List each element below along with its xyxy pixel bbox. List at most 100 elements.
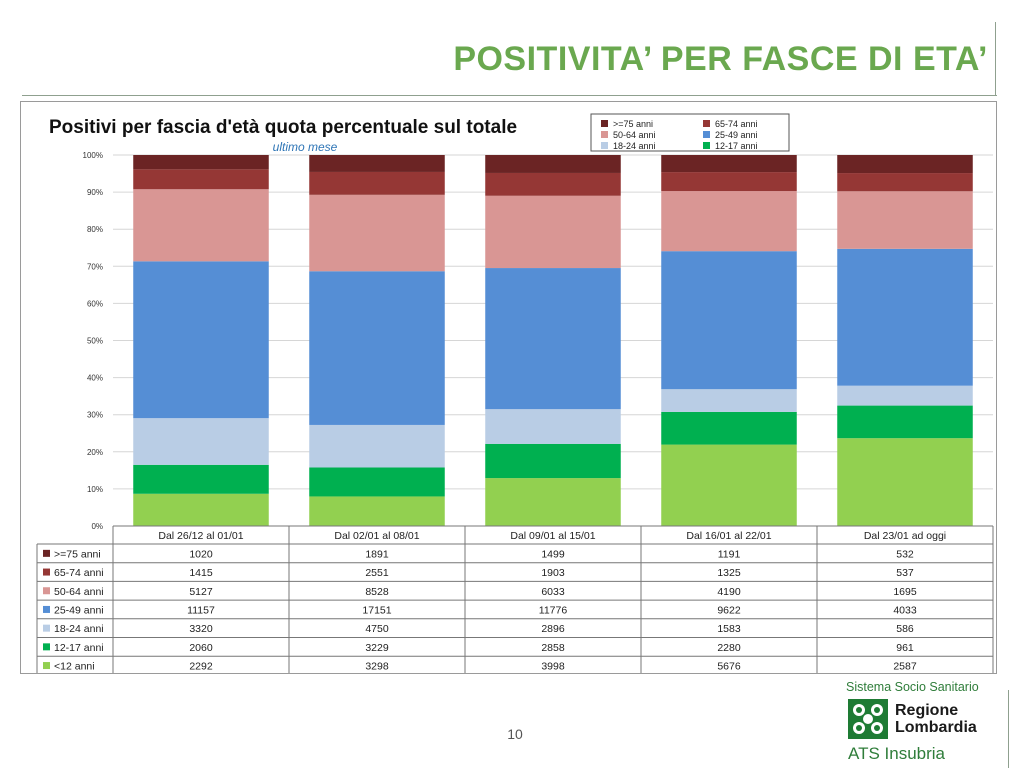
table-cell: 2896: [541, 623, 565, 635]
y-tick-label: 20%: [87, 448, 103, 457]
logo-system-text: Sistema Socio Sanitario: [846, 680, 979, 694]
table-cell: 11157: [187, 604, 215, 616]
bar-segment: [661, 172, 797, 192]
category-label: Dal 09/01 al 15/01: [510, 530, 595, 542]
legend-label: 65-74 anni: [715, 119, 758, 129]
y-tick-label: 30%: [87, 411, 103, 420]
bar-segment: [661, 191, 797, 252]
legend-label: 25-49 anni: [715, 130, 758, 140]
bar-segment: [485, 195, 621, 269]
bar-segment: [309, 424, 445, 468]
y-tick-label: 50%: [87, 337, 103, 346]
y-tick-label: 90%: [87, 188, 103, 197]
bar-segment: [133, 169, 269, 190]
bar-segment: [485, 478, 621, 526]
logo-region-text: Lombardia: [895, 719, 977, 736]
y-tick-label: 10%: [87, 485, 103, 494]
category-label: Dal 02/01 al 08/01: [334, 530, 419, 542]
category-label: Dal 23/01 ad oggi: [864, 530, 946, 542]
bar-segment: [133, 418, 269, 465]
table-row-label: 50-64 anni: [54, 586, 104, 598]
table-cell: 1415: [189, 567, 213, 579]
legend-swatch: [601, 142, 608, 149]
legend-swatch: [703, 131, 710, 138]
table-cell: 4750: [365, 623, 389, 635]
table-cell: 1695: [893, 586, 917, 598]
table-cell: 4033: [893, 604, 917, 616]
bar-segment: [485, 268, 621, 410]
table-cell: 961: [896, 642, 914, 654]
bar-segment: [485, 443, 621, 479]
bar-segment: [133, 493, 269, 526]
legend-swatch: [703, 142, 710, 149]
bar-segment: [485, 409, 621, 444]
bar-segment: [661, 444, 797, 526]
table-row-label: 65-74 anni: [54, 567, 104, 579]
legend-swatch: [601, 131, 608, 138]
bar-segment: [837, 173, 973, 192]
table-legend-swatch: [43, 568, 50, 576]
table-cell: 9622: [717, 604, 741, 616]
bar-segment: [133, 464, 269, 494]
logo-divider: [1008, 690, 1009, 768]
bar-segment: [309, 496, 445, 526]
table-cell: 1583: [717, 623, 741, 635]
bar-segment: [309, 155, 445, 172]
table-cell: 1891: [365, 548, 389, 560]
table-cell: 6033: [541, 586, 565, 598]
legend-label: 12-17 anni: [715, 141, 758, 151]
table-cell: 2858: [541, 642, 565, 654]
table-cell: 2060: [189, 642, 213, 654]
table-cell: 1325: [717, 567, 741, 579]
y-tick-label: 70%: [87, 262, 103, 271]
y-tick-label: 100%: [83, 151, 103, 160]
table-cell: 3229: [365, 642, 389, 654]
bar-segment: [661, 155, 797, 173]
table-row-label: <12 anni: [54, 661, 95, 673]
table-legend-swatch: [43, 605, 50, 613]
bar-segment: [133, 155, 269, 170]
category-label: Dal 16/01 al 22/01: [686, 530, 771, 542]
lombardia-rose-icon: [848, 699, 888, 739]
table-legend-swatch: [43, 624, 50, 632]
chart-title: Positivi per fascia d'età quota percentu…: [49, 117, 517, 138]
chart-subtitle: ultimo mese: [273, 140, 338, 154]
bar-segment: [661, 389, 797, 412]
table-cell: 1020: [189, 548, 213, 560]
table-legend-swatch: [43, 587, 50, 595]
table-row-label: 18-24 anni: [54, 623, 104, 635]
table-cell: 2280: [717, 642, 741, 654]
table-cell: 1499: [541, 548, 565, 560]
table-cell: 3298: [365, 661, 389, 673]
table-legend-swatch: [43, 662, 50, 670]
bar-segment: [309, 271, 445, 425]
bar-segment: [837, 405, 973, 439]
table-cell: 8528: [365, 586, 389, 598]
bar-segment: [309, 171, 445, 195]
table-cell: 3998: [541, 661, 565, 673]
y-tick-label: 0%: [91, 522, 103, 531]
bar-segment: [661, 411, 797, 445]
table-row-label: 12-17 anni: [54, 642, 104, 654]
page-number: 10: [507, 726, 523, 742]
table-cell: 532: [896, 548, 914, 560]
bar-segment: [309, 467, 445, 497]
legend-label: 18-24 anni: [613, 141, 656, 151]
table-cell: 2551: [365, 567, 389, 579]
table-row-label: 25-49 anni: [54, 604, 104, 616]
legend-label: >=75 anni: [613, 119, 653, 129]
category-label: Dal 26/12 al 01/01: [158, 530, 243, 542]
ats-insubria-logo: Sistema Socio Sanitario Regione Lombardi…: [846, 680, 1006, 768]
table-cell: 2292: [189, 661, 213, 673]
bar-segment: [309, 194, 445, 272]
table-row-label: >=75 anni: [54, 548, 101, 560]
table-cell: 3320: [189, 623, 213, 635]
y-tick-label: 40%: [87, 374, 103, 383]
bar-segment: [837, 248, 973, 386]
table-cell: 2587: [893, 661, 917, 673]
y-tick-label: 60%: [87, 299, 103, 308]
stacked-bar-chart: Positivi per fascia d'età quota percentu…: [36, 113, 994, 673]
table-cell: 4190: [717, 586, 741, 598]
slide-title: POSITIVITA’ PER FASCE DI ETA’: [453, 40, 988, 78]
table-cell: 586: [896, 623, 914, 635]
